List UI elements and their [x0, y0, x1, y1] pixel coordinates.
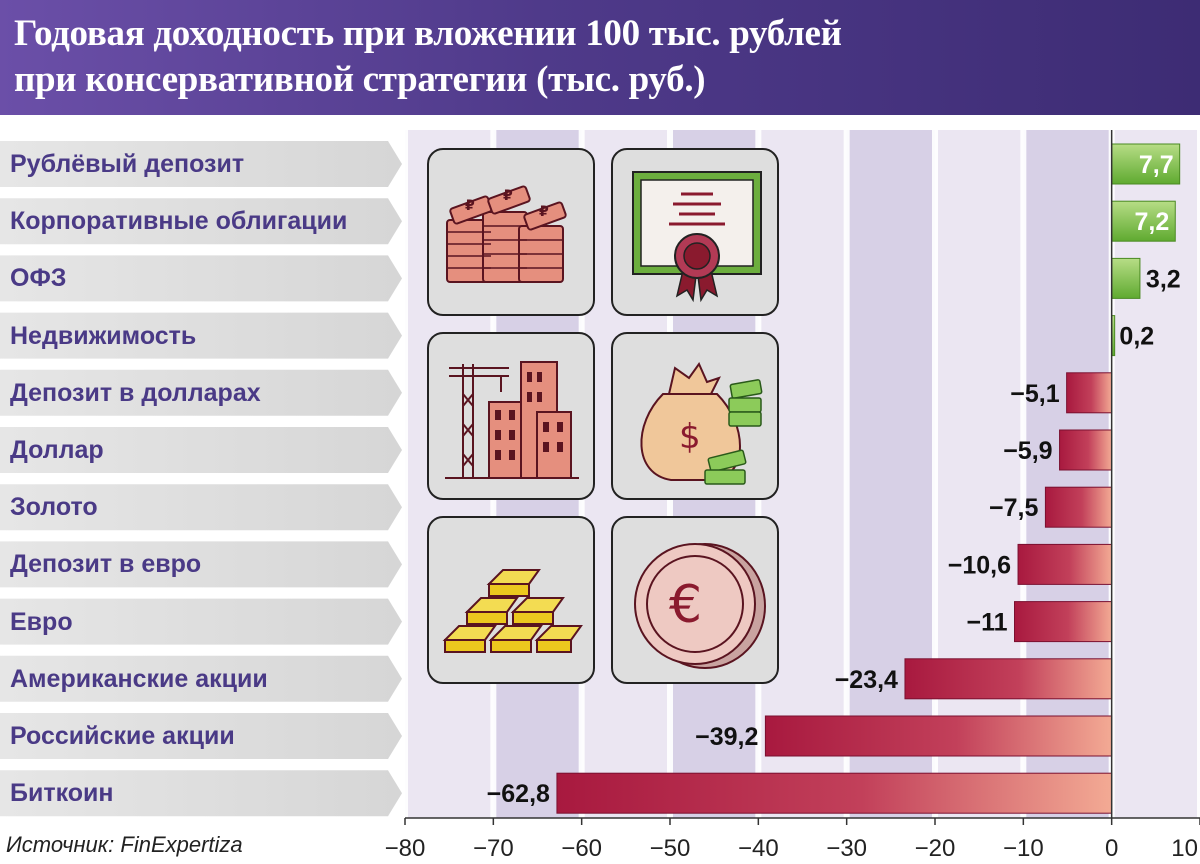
x-tick-label: −80	[385, 835, 426, 862]
category-row-background	[0, 312, 402, 359]
bar	[556, 772, 1113, 814]
category-label: Российские акции	[10, 722, 235, 750]
gridline	[1197, 130, 1200, 818]
real-estate-buildings-icon	[427, 332, 595, 500]
category-label: Американские акции	[10, 664, 268, 693]
category-row-background	[0, 427, 402, 473]
ruble-banknotes-icon: ₽ ₽ ₽	[427, 148, 595, 316]
gridline	[1020, 130, 1027, 818]
x-tick-label: −70	[473, 835, 514, 862]
x-tick-label: −60	[561, 835, 602, 862]
value-label: −10,6	[948, 551, 1011, 579]
value-label: −5,9	[1003, 437, 1052, 465]
svg-text:$: $	[679, 417, 701, 457]
value-label: −7,5	[989, 494, 1038, 522]
chart-title-line-2: при консервативной стратегии (тыс. руб.)	[14, 59, 706, 100]
category-label: Депозит в долларах	[10, 378, 261, 407]
euro-coin-icon: €	[611, 516, 779, 684]
dollar-money-bag-icon: $	[611, 332, 779, 500]
value-label: 0,2	[1119, 323, 1154, 351]
bar	[1017, 543, 1113, 585]
title-bar: Годовая доходность при вложении 100 тыс.…	[0, 0, 1200, 115]
bar	[1044, 486, 1113, 528]
category-row-background	[0, 369, 402, 416]
svg-text:€: €	[669, 575, 702, 635]
svg-text:₽: ₽	[465, 198, 475, 214]
category-row-background	[0, 541, 402, 588]
grid-band	[846, 130, 935, 818]
category-row-background	[0, 484, 402, 531]
category-label: Евро	[10, 607, 73, 636]
gridline	[402, 130, 408, 818]
x-tick-label: −30	[826, 835, 867, 862]
value-label: −62,8	[487, 780, 550, 808]
x-tick-label: 10	[1171, 835, 1198, 862]
category-label: Биткоин	[10, 779, 114, 808]
category-label: ОФЗ	[10, 264, 67, 293]
category-row-background	[0, 141, 402, 187]
category-label: Доллар	[10, 436, 104, 464]
gridline	[932, 130, 938, 818]
category-label: Рублёвый депозит	[10, 150, 245, 178]
grid-band	[1023, 130, 1112, 818]
category-label: Золото	[10, 493, 98, 522]
gridline	[843, 130, 850, 818]
value-label: −5,1	[1010, 380, 1059, 408]
category-label: Депозит в евро	[10, 550, 202, 579]
value-label: −23,4	[835, 666, 898, 694]
category-row-background	[0, 655, 402, 702]
bar	[1111, 257, 1141, 299]
svg-text:₽: ₽	[503, 188, 513, 204]
source-note: Источник: FinExpertiza	[6, 832, 243, 857]
gold-bars-icon	[427, 516, 595, 684]
x-tick-label: −50	[650, 835, 691, 862]
category-row-background	[0, 770, 402, 817]
bar	[904, 658, 1113, 700]
bond-certificate-icon	[611, 148, 779, 316]
bar	[1059, 429, 1113, 471]
value-label: 3,2	[1146, 265, 1181, 293]
value-label: −39,2	[695, 723, 758, 751]
bar	[1111, 200, 1176, 242]
category-label: Недвижимость	[10, 321, 197, 350]
chart-title-line-1: Годовая доходность при вложении 100 тыс.…	[14, 13, 842, 54]
value-label: −11	[966, 609, 1007, 637]
value-label: 7,2	[1135, 208, 1170, 236]
category-row-background	[0, 598, 402, 645]
category-row-background	[0, 198, 402, 245]
svg-text:₽: ₽	[539, 204, 549, 220]
x-tick-label: 0	[1105, 835, 1118, 862]
category-row-background	[0, 255, 402, 302]
x-tick-label: −40	[738, 835, 779, 862]
x-tick-label: −20	[915, 835, 956, 862]
category-row-background	[0, 713, 402, 759]
x-tick-label: −10	[1003, 835, 1044, 862]
bar	[1014, 601, 1113, 643]
bar	[764, 715, 1113, 757]
value-label: 7,7	[1139, 151, 1174, 179]
category-label: Корпоративные облигации	[10, 207, 348, 236]
bar	[1066, 372, 1113, 414]
